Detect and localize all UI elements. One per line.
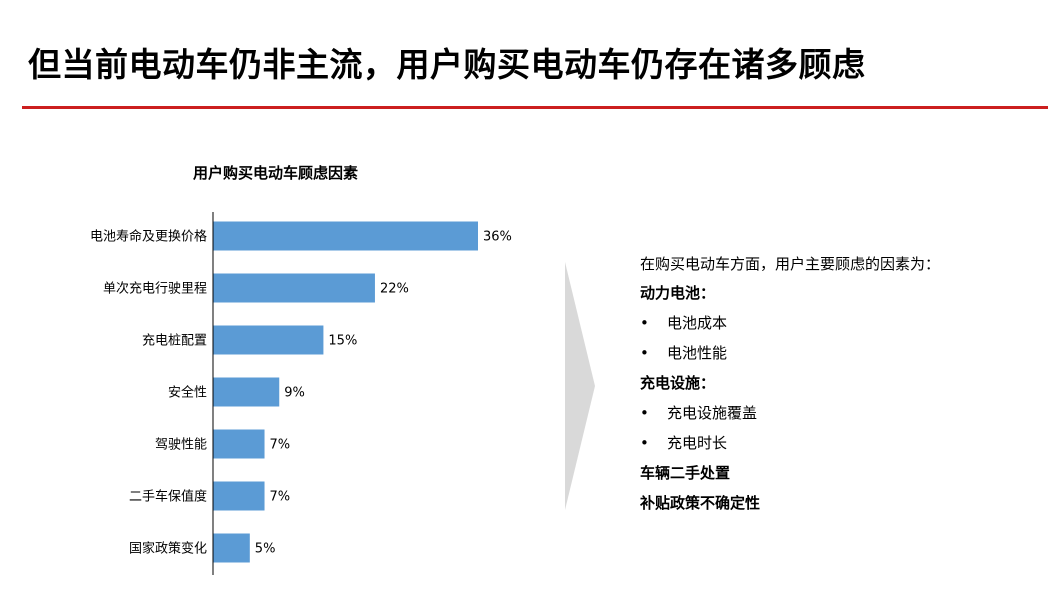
bar-6	[213, 533, 250, 563]
bullet-text: 充电设施覆盖	[667, 404, 758, 422]
title-divider	[22, 106, 1048, 109]
value-label-4: 7%	[270, 438, 291, 453]
bullet-text: 电池性能	[667, 344, 728, 362]
bar-1	[213, 273, 375, 303]
category-label-5: 二手车保值度	[129, 489, 207, 505]
bullet-dot: •	[640, 314, 649, 332]
bullet-dot: •	[640, 404, 649, 422]
category-label-1: 单次充电行驶里程	[103, 281, 207, 297]
bullet-text: 充电时长	[667, 434, 728, 452]
category-label-4: 驾驶性能	[155, 438, 207, 453]
bullet-item: • 电池成本	[640, 312, 1040, 342]
bullet-item: • 电池性能	[640, 342, 1040, 372]
bar-2	[213, 325, 324, 355]
factor-resale: 车辆二手处置	[640, 464, 731, 482]
value-label-3: 9%	[284, 386, 305, 401]
summary-panel: 在购买电动车方面，用户主要顾虑的因素为： 动力电池： • 电池成本 • 电池性能…	[640, 253, 1040, 522]
bullet-dot: •	[640, 434, 649, 452]
bullet-item: • 充电时长	[640, 432, 1040, 462]
bar-0	[213, 221, 478, 251]
category-label-3: 安全性	[168, 385, 207, 401]
category-label-0: 电池寿命及更换价格	[90, 229, 207, 245]
bullet-item: • 充电设施覆盖	[640, 402, 1040, 432]
bar-3	[213, 377, 280, 407]
value-label-5: 7%	[270, 490, 291, 505]
value-label-1: 22%	[380, 282, 409, 297]
slide-title: 但当前电动车仍非主流，用户购买电动车仍存在诸多顾虑	[28, 45, 866, 84]
chevron-right-icon	[565, 262, 595, 510]
group-heading-charging: 充电设施：	[640, 374, 716, 392]
category-label-2: 充电桩配置	[142, 333, 207, 349]
panel-intro: 在购买电动车方面，用户主要顾虑的因素为：	[640, 255, 941, 273]
value-label-2: 15%	[328, 334, 357, 349]
factor-subsidy: 补贴政策不确定性	[640, 494, 761, 512]
bar-4	[213, 429, 265, 459]
category-label-6: 国家政策变化	[129, 541, 207, 557]
bar-5	[213, 481, 265, 511]
bar-chart: 电池寿命及更换价格 36% 单次充电行驶里程 22% 充电桩配置 15% 安全性 9% 驾驶性能…	[90, 212, 512, 575]
group-heading-battery: 动力电池：	[640, 284, 716, 302]
chart-title: 用户购买电动车顾虑因素	[193, 164, 359, 182]
value-label-0: 36%	[483, 230, 512, 245]
bullet-text: 电池成本	[667, 314, 728, 332]
value-label-6: 5%	[255, 542, 276, 557]
bullet-dot: •	[640, 344, 649, 362]
